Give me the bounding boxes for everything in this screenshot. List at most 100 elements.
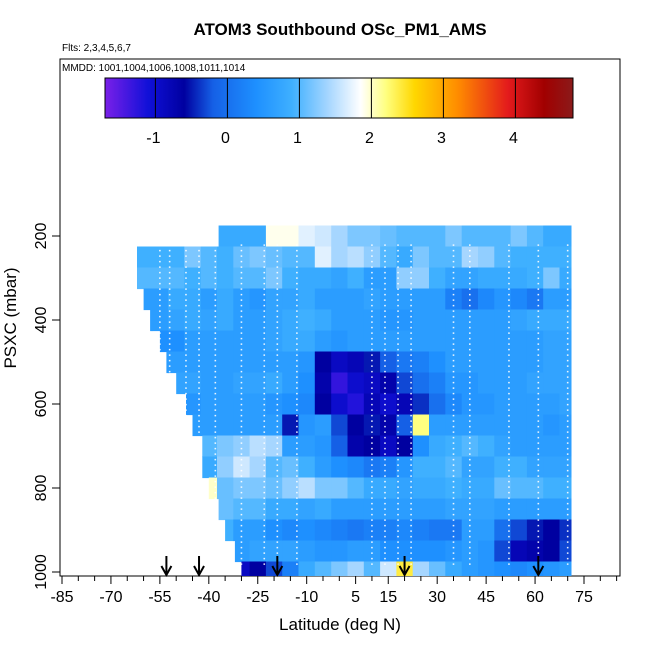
heatmap-cell bbox=[249, 393, 267, 416]
heatmap-cell bbox=[331, 393, 349, 416]
heatmap-cell bbox=[429, 456, 446, 479]
heatmap-cells bbox=[137, 225, 572, 576]
heatmap-cell bbox=[510, 246, 528, 269]
heatmap-cell bbox=[510, 393, 528, 416]
heatmap-cell bbox=[494, 393, 512, 416]
heatmap-cell bbox=[510, 477, 528, 500]
heatmap-cell bbox=[412, 288, 430, 311]
heatmap-cell bbox=[363, 414, 381, 437]
heatmap-cell bbox=[445, 561, 463, 576]
heatmap-cell bbox=[478, 372, 495, 395]
heatmap-cell bbox=[510, 540, 528, 563]
heatmap-cell bbox=[445, 246, 463, 269]
heatmap-cell bbox=[543, 246, 561, 269]
heatmap-cell bbox=[445, 309, 463, 332]
flight-marker-arrow bbox=[160, 556, 173, 578]
heatmap-cell bbox=[380, 477, 397, 500]
heatmap-cell bbox=[265, 540, 283, 563]
heatmap-cell bbox=[208, 477, 218, 500]
heatmap-cell bbox=[526, 435, 544, 458]
heatmap-cell bbox=[200, 351, 218, 374]
heatmap-cell bbox=[380, 372, 397, 395]
heatmap-cell bbox=[396, 225, 414, 248]
heatmap-cell bbox=[233, 351, 251, 374]
flights-label: Flts: 2,3,4,5,6,7 bbox=[62, 43, 131, 54]
heatmap-cell bbox=[233, 456, 251, 479]
heatmap-cell bbox=[543, 288, 561, 311]
heatmap-cell bbox=[282, 540, 300, 563]
heatmap-cell bbox=[331, 288, 349, 311]
heatmap-cell bbox=[249, 456, 267, 479]
x-tick-label: 60 bbox=[526, 589, 544, 606]
heatmap-cell bbox=[494, 351, 512, 374]
heatmap-cell bbox=[526, 393, 544, 416]
heatmap-cell bbox=[347, 456, 365, 479]
heatmap-cell bbox=[396, 372, 414, 395]
heatmap-cell bbox=[478, 456, 495, 479]
heatmap-cell bbox=[494, 330, 512, 353]
heatmap-cell bbox=[249, 540, 267, 563]
heatmap-cell bbox=[298, 309, 316, 332]
heatmap-cell bbox=[249, 351, 267, 374]
heatmap-cell bbox=[347, 540, 365, 563]
heatmap-cell bbox=[298, 330, 316, 353]
heatmap-cell bbox=[331, 561, 349, 576]
heatmap-cell bbox=[282, 393, 300, 416]
heatmap-cell bbox=[282, 351, 300, 374]
x-tick-label: -25 bbox=[246, 589, 269, 606]
heatmap-cell bbox=[151, 246, 169, 269]
heatmap-cell bbox=[298, 498, 316, 521]
heatmap-cell bbox=[265, 246, 283, 269]
heatmap-cell bbox=[298, 351, 316, 374]
heatmap-cell bbox=[559, 246, 572, 269]
heatmap-cell bbox=[347, 309, 365, 332]
heatmap-cell bbox=[478, 561, 495, 576]
heatmap-cell bbox=[510, 351, 528, 374]
heatmap-cell bbox=[478, 498, 495, 521]
heatmap-cell bbox=[445, 519, 463, 542]
heatmap-cell bbox=[184, 246, 202, 269]
heatmap-cell bbox=[265, 393, 283, 416]
heatmap-cell bbox=[265, 288, 283, 311]
heatmap-cell bbox=[331, 435, 349, 458]
x-tick-label: -10 bbox=[295, 589, 318, 606]
heatmap-cell bbox=[282, 435, 300, 458]
heatmap-cell bbox=[159, 330, 169, 353]
heatmap-cell bbox=[412, 351, 430, 374]
heatmap-cell bbox=[217, 393, 234, 416]
heatmap-cell bbox=[494, 540, 512, 563]
heatmap-cell bbox=[233, 414, 251, 437]
heatmap-cell bbox=[314, 435, 332, 458]
heatmap-cell bbox=[478, 288, 495, 311]
heatmap-cell bbox=[445, 435, 463, 458]
heatmap-cell bbox=[478, 540, 495, 563]
heatmap-cell bbox=[347, 246, 365, 269]
heatmap-cell bbox=[314, 372, 332, 395]
heatmap-cell bbox=[314, 288, 332, 311]
heatmap-cell bbox=[380, 246, 397, 269]
heatmap-cell bbox=[331, 246, 349, 269]
heatmap-cell bbox=[526, 540, 544, 563]
heatmap-cell bbox=[380, 225, 397, 248]
x-tick-label: -55 bbox=[148, 589, 171, 606]
heatmap-cell bbox=[526, 267, 544, 290]
x-tick-label: 75 bbox=[575, 589, 593, 606]
heatmap-cell bbox=[331, 267, 349, 290]
heatmap-cell bbox=[347, 477, 365, 500]
x-tick-label: 15 bbox=[379, 589, 397, 606]
x-tick-label: -85 bbox=[50, 589, 73, 606]
heatmap-cell bbox=[298, 246, 316, 269]
heatmap-cell bbox=[249, 330, 267, 353]
heatmap-cell bbox=[543, 456, 561, 479]
heatmap-cell bbox=[429, 477, 446, 500]
flight-marker-arrow bbox=[193, 556, 205, 578]
heatmap-cell bbox=[478, 225, 495, 248]
heatmap-cell bbox=[494, 225, 512, 248]
heatmap-cell bbox=[217, 288, 234, 311]
heatmap-cell bbox=[249, 561, 267, 576]
heatmap-cell bbox=[494, 246, 512, 269]
x-axis-label: Latitude (deg N) bbox=[279, 615, 401, 634]
heatmap-cell bbox=[347, 288, 365, 311]
colorbar-tick-label: 4 bbox=[509, 130, 518, 147]
heatmap-cell bbox=[282, 309, 300, 332]
